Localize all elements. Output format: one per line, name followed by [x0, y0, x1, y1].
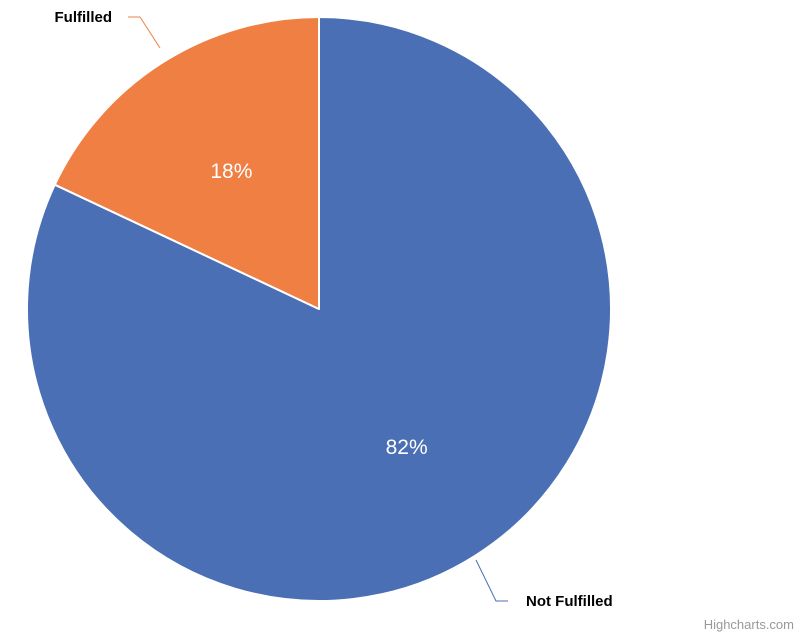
slice-name-label: Not Fulfilled [526, 593, 613, 610]
callout-connector-line [475, 559, 508, 602]
slice-percent-label: 18% [210, 160, 252, 183]
slices-layer [26, 16, 612, 602]
slice-name-label: Fulfilled [55, 9, 113, 26]
credits-link[interactable]: Highcharts.com [703, 617, 794, 632]
pie-slice-not-fulfilled[interactable] [26, 16, 612, 602]
slice-percent-label: 82% [386, 436, 428, 459]
callout-connector-line [128, 16, 161, 49]
labels-layer: 82% Not Fulfilled 18% Fulfilled [55, 9, 613, 610]
pie-slice-fulfilled[interactable] [53, 16, 320, 310]
